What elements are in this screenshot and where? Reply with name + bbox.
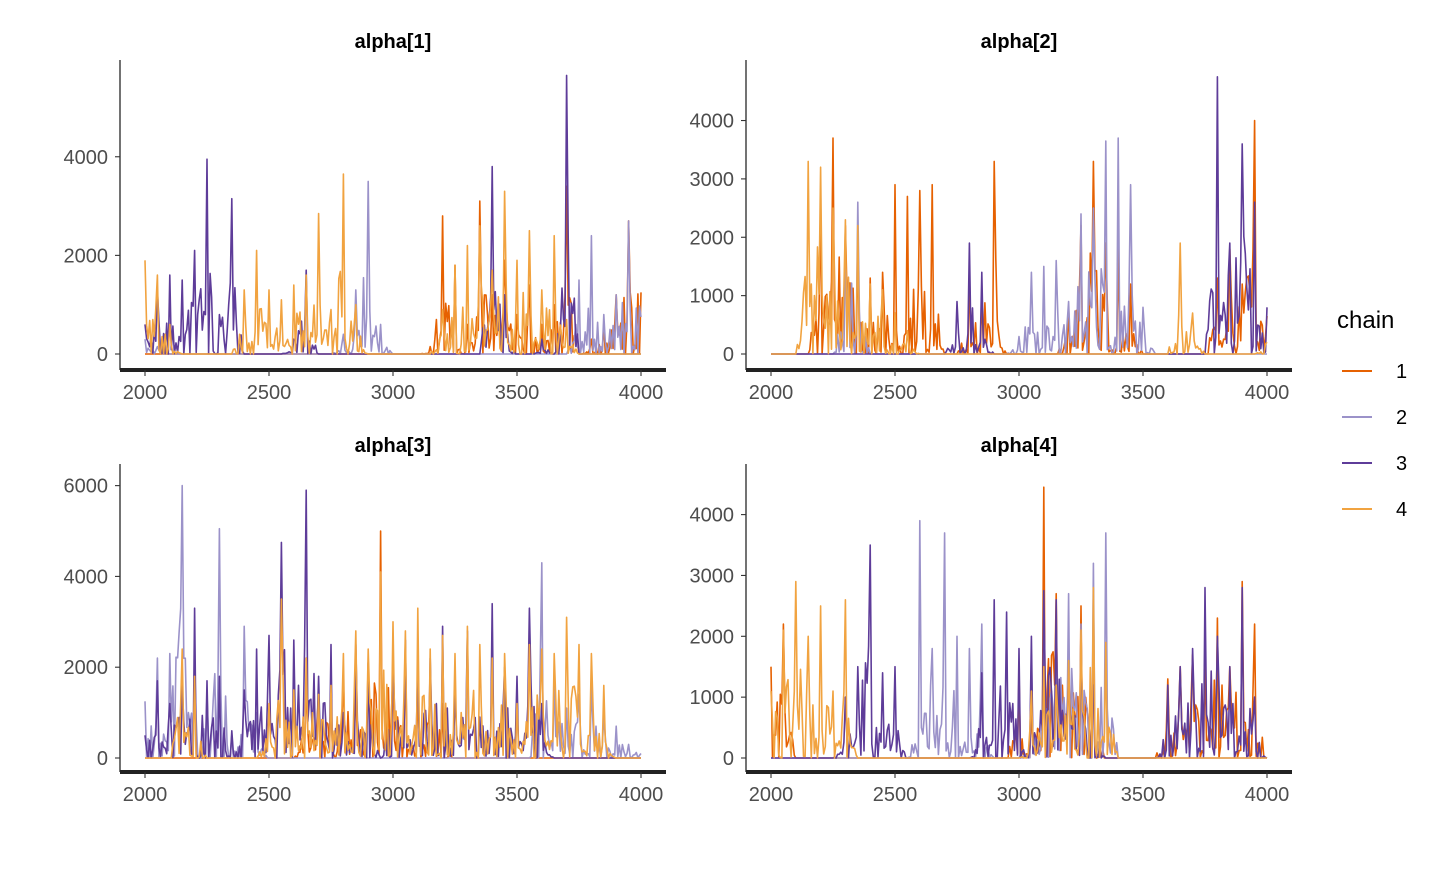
x-tick-label: 3000 (371, 784, 416, 806)
y-tick-label: 4000 (64, 147, 109, 169)
y-tick-label: 0 (97, 748, 108, 770)
x-tick-label: 3500 (1121, 382, 1166, 404)
y-tick-label: 3000 (690, 169, 735, 191)
x-tick-label: 3000 (371, 382, 416, 404)
legend-items: 1 2 3 4 (1342, 361, 1407, 521)
x-tick-label: 2000 (123, 784, 168, 806)
x-tick-label: 2500 (873, 382, 918, 404)
panel-2: alpha[2] 0 1000 2000 3000 4000 2000 2500 3000 350… (690, 31, 1292, 404)
y-tick-label: 4000 (690, 505, 735, 527)
legend-item-2: 2 (1342, 407, 1407, 429)
panel-3: alpha[3] 0 2000 4000 6000 2000 2500 3000 3500 400… (64, 435, 666, 806)
x-tick-label: 4000 (1245, 382, 1290, 404)
y-tick-label: 2000 (64, 657, 109, 679)
panel-title: alpha[2] (981, 31, 1058, 53)
x-tick-label: 2000 (749, 784, 794, 806)
y-tick-label: 1000 (690, 286, 735, 308)
panel-title: alpha[3] (355, 435, 432, 457)
series-4-line (145, 571, 641, 759)
x-tick-label: 3500 (1121, 784, 1166, 806)
x-tick-label: 2000 (749, 382, 794, 404)
x-tick-label: 3000 (997, 382, 1042, 404)
legend-label: 4 (1396, 499, 1407, 521)
x-tick-label: 2500 (873, 784, 918, 806)
legend-title: chain (1337, 307, 1394, 334)
legend-label: 1 (1396, 361, 1407, 383)
x-tick-label: 3500 (495, 784, 540, 806)
x-tick-label: 2500 (247, 784, 292, 806)
x-tick-label: 4000 (619, 784, 664, 806)
legend-label: 3 (1396, 453, 1407, 475)
series-4-line (144, 173, 641, 355)
y-tick-label: 0 (97, 344, 108, 366)
y-tick-label: 3000 (690, 565, 735, 587)
y-tick-label: 0 (723, 344, 734, 366)
y-tick-label: 2000 (690, 626, 735, 648)
x-tick-label: 4000 (619, 382, 664, 404)
y-tick-label: 2000 (64, 245, 109, 267)
panel-title: alpha[4] (981, 435, 1058, 457)
legend: chain 1 2 3 4 (1337, 307, 1407, 521)
panel-title: alpha[1] (355, 31, 432, 53)
legend-label: 2 (1396, 407, 1407, 429)
series-3-line (771, 544, 1268, 759)
x-tick-label: 4000 (1245, 784, 1290, 806)
x-tick-label: 2000 (123, 382, 168, 404)
series-4-line (771, 160, 1268, 355)
y-tick-label: 2000 (690, 227, 735, 249)
y-tick-label: 1000 (690, 687, 735, 709)
series-4-line (770, 580, 1267, 759)
panel-1: alpha[1] 0 2000 4000 2000 2500 3000 3500 4000 (64, 31, 666, 404)
x-tick-label: 2500 (247, 382, 292, 404)
x-tick-label: 3000 (997, 784, 1042, 806)
panel-4: alpha[4] 0 1000 2000 3000 4000 2000 2500 3000 350… (690, 435, 1292, 806)
legend-item-3: 3 (1342, 453, 1407, 475)
y-tick-label: 4000 (64, 566, 109, 588)
legend-item-1: 1 (1342, 361, 1407, 383)
y-tick-label: 4000 (690, 111, 735, 133)
legend-item-4: 4 (1342, 499, 1407, 521)
y-tick-label: 0 (723, 748, 734, 770)
y-tick-label: 6000 (64, 476, 109, 498)
x-tick-label: 3500 (495, 382, 540, 404)
